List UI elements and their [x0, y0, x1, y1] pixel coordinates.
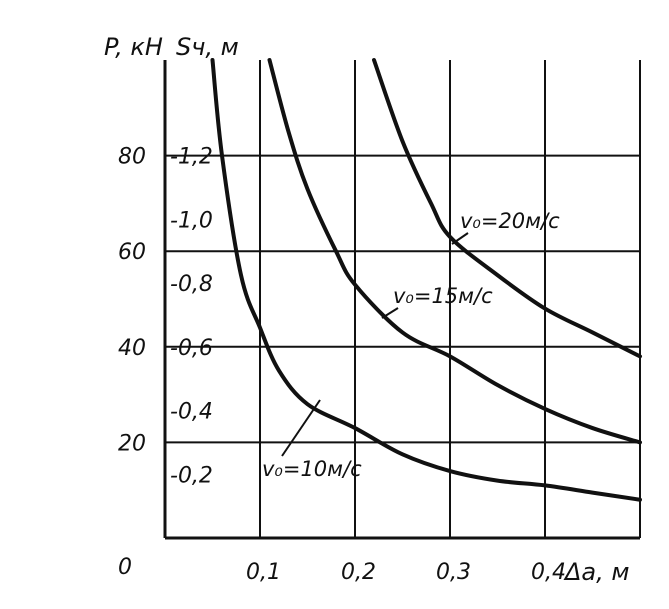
y-tick-label: 40	[118, 336, 146, 361]
series-label-leader	[281, 399, 321, 457]
x-tick-label: 0,2	[341, 560, 376, 585]
series-label: v₀=10м/с	[262, 457, 362, 481]
series-labels: v₀=10м/с v₀=15м/с v₀=20м/с	[262, 209, 560, 481]
curves	[210, 58, 642, 502]
series-line-2	[267, 58, 642, 445]
series-label: v₀=15м/с	[393, 284, 493, 308]
series-label: v₀=20м/с	[460, 209, 560, 233]
y-tick-label: 20	[118, 431, 146, 456]
y2-tick-label: -0,4	[170, 400, 213, 425]
grid	[163, 60, 641, 540]
y2-tick-label: -0,6	[170, 336, 213, 361]
y-tick-label: 80	[118, 145, 146, 170]
series-line-1	[210, 58, 642, 502]
y-tick-label: 60	[118, 240, 146, 265]
y-axis-title: P, кН	[104, 33, 163, 61]
origin-label: 0	[118, 555, 132, 580]
x-tick-label: 0,3	[436, 560, 471, 585]
y2-tick-label: -1,0	[170, 208, 213, 233]
y2-tick-label: -1,2	[170, 145, 213, 170]
series-label-leader	[381, 307, 399, 319]
y2-axis-title: Sч, м	[176, 33, 239, 61]
y2-tick-label: -0,2	[170, 463, 213, 488]
x-tick-label: 0,1	[246, 560, 281, 585]
x-axis-title: Δa, м	[563, 558, 630, 586]
tick-labels: 0,1 0,2 0,3 0,4 20 40 60 80 -0,2 -0,4 -0,6 -0,8 -1,0…	[118, 145, 566, 585]
series-line-3	[372, 58, 642, 359]
series-label-leader	[451, 232, 469, 245]
y2-tick-label: -0,8	[170, 272, 213, 297]
x-tick-label: 0,4	[531, 560, 566, 585]
